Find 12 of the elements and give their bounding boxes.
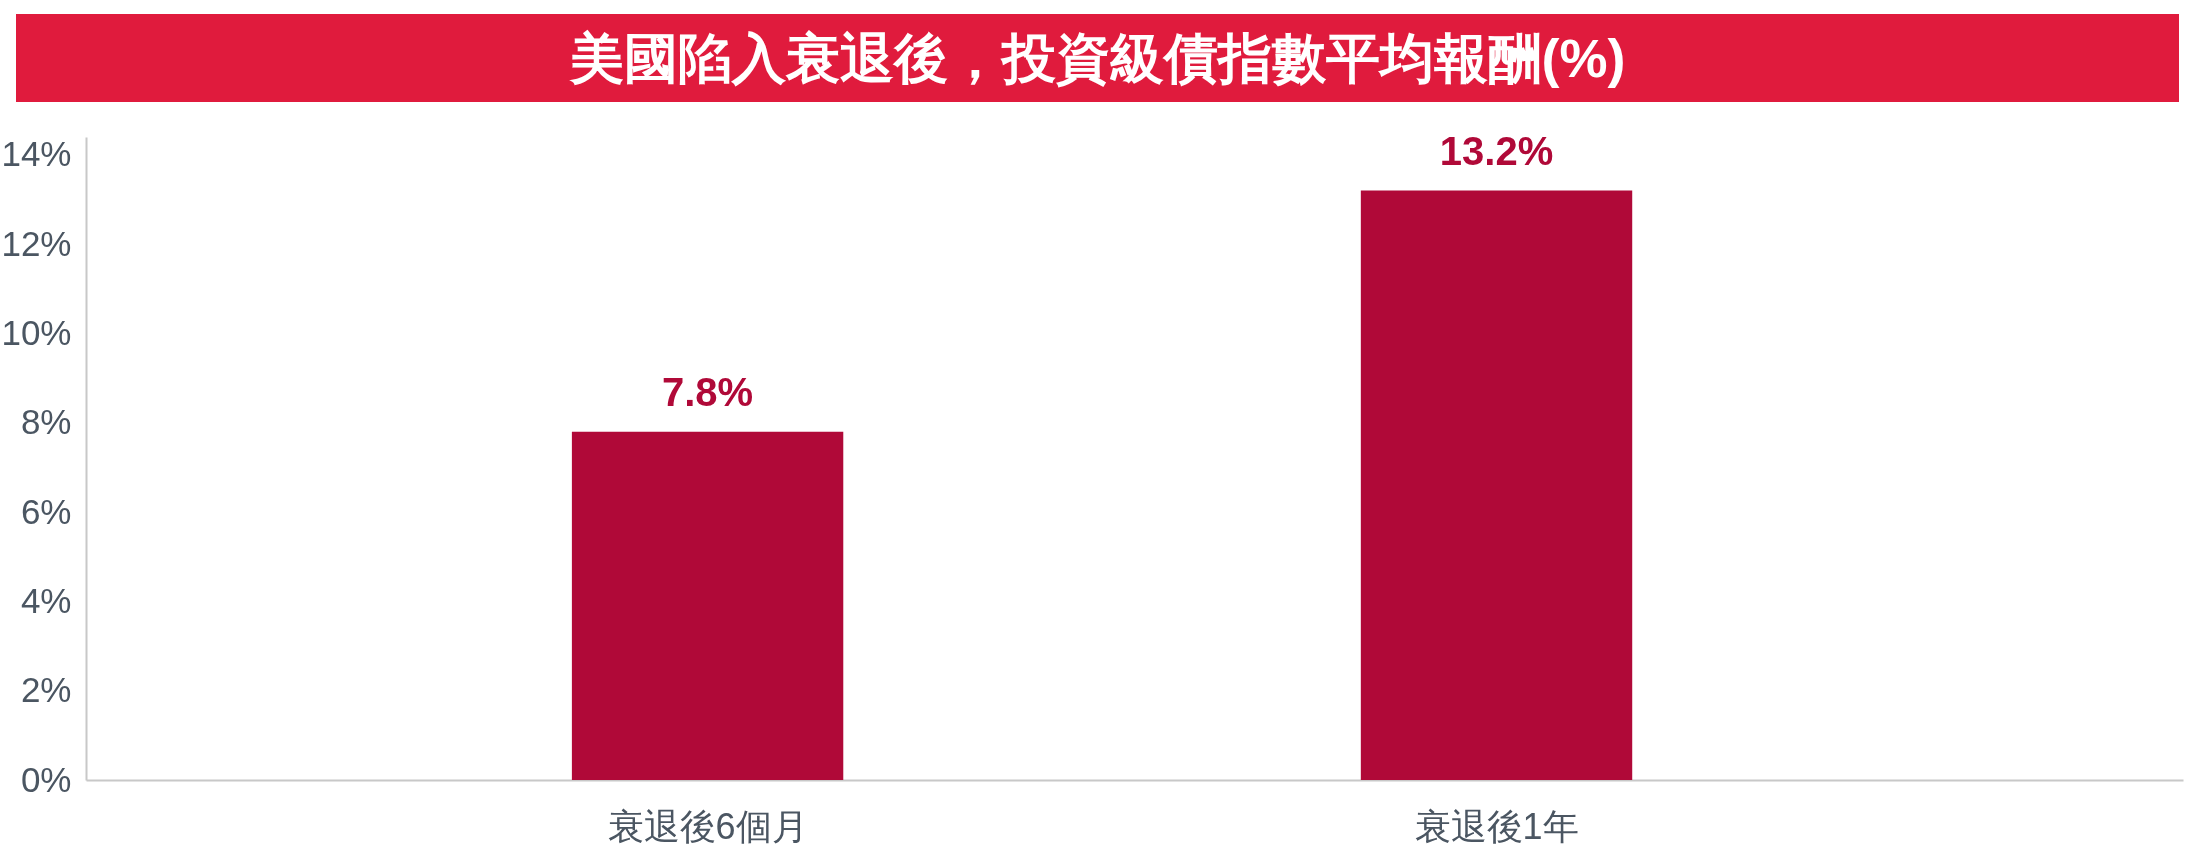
y-tick-label: 4% — [20, 580, 72, 620]
x-tick-label: 衰退後6個月 — [607, 805, 808, 847]
y-tick-label: 10% — [1, 312, 72, 352]
y-tick-label: 6% — [20, 491, 72, 531]
y-tick-label: 12% — [1, 223, 72, 263]
y-tick-label: 2% — [20, 670, 72, 710]
y-tick-label: 14% — [1, 134, 72, 174]
data-label: 13.2% — [1439, 128, 1554, 173]
y-tick-label: 8% — [20, 402, 72, 442]
x-tick-label: 衰退後1年 — [1414, 805, 1579, 847]
data-label: 7.8% — [662, 369, 754, 414]
y-tick-label: 0% — [20, 759, 72, 799]
